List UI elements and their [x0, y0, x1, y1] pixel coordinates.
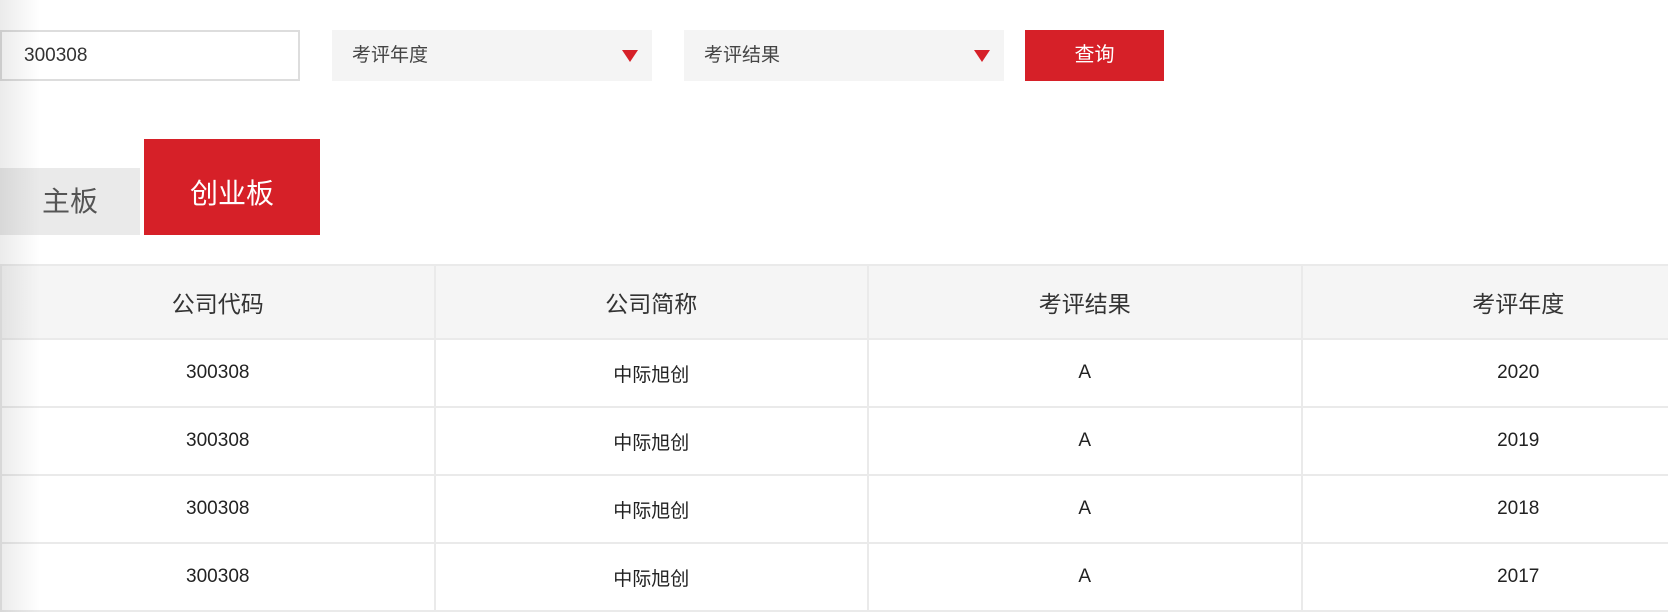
table-row: 300308 中际旭创 A 2017	[0, 542, 1668, 612]
table-cell: 中际旭创	[433, 542, 869, 612]
dropdown-arrow-icon	[622, 50, 638, 62]
query-button[interactable]: 查询	[1025, 30, 1164, 81]
results-table: 公司代码 公司简称 考评结果 考评年度 300308 中际旭创 A 2020 30030…	[0, 264, 1668, 612]
table-cell: 2020	[1300, 338, 1668, 408]
column-header: 考评年度	[1300, 264, 1668, 340]
column-header: 公司简称	[433, 264, 869, 340]
column-header: 考评结果	[867, 264, 1303, 340]
table-cell: A	[867, 474, 1303, 544]
tab-main-board[interactable]: 主板	[0, 168, 140, 235]
table-row: 300308 中际旭创 A 2018	[0, 474, 1668, 544]
table-cell: 2018	[1300, 474, 1668, 544]
year-select-label: 考评年度	[352, 45, 429, 66]
table-row: 300308 中际旭创 A 2019	[0, 406, 1668, 476]
table-header-row: 公司代码 公司简称 考评结果 考评年度	[0, 264, 1668, 340]
table-cell: A	[867, 406, 1303, 476]
table-cell: 300308	[0, 474, 436, 544]
table-cell: 300308	[0, 406, 436, 476]
table-cell: 300308	[0, 338, 436, 408]
table-cell: 300308	[0, 542, 436, 612]
table-cell: 中际旭创	[433, 474, 869, 544]
table-cell: 2017	[1300, 542, 1668, 612]
result-select[interactable]: 考评结果	[684, 30, 1004, 81]
column-header: 公司代码	[0, 264, 436, 340]
table-cell: A	[867, 338, 1303, 408]
table-cell: A	[867, 542, 1303, 612]
tab-chinext[interactable]: 创业板	[144, 139, 320, 235]
year-select[interactable]: 考评年度	[332, 30, 652, 81]
table-cell: 中际旭创	[433, 406, 869, 476]
company-code-input[interactable]: 300308	[0, 30, 300, 81]
result-select-label: 考评结果	[704, 45, 781, 66]
dropdown-arrow-icon	[974, 50, 990, 62]
table-cell: 2019	[1300, 406, 1668, 476]
table-cell: 中际旭创	[433, 338, 869, 408]
table-row: 300308 中际旭创 A 2020	[0, 338, 1668, 408]
